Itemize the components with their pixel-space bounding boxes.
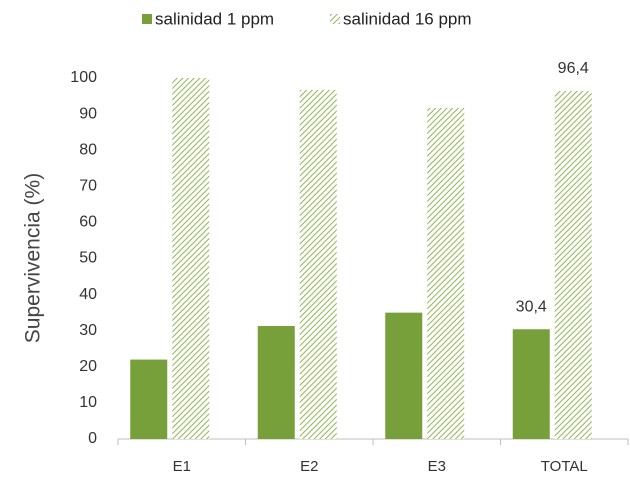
legend-swatch — [142, 14, 152, 24]
bar — [299, 89, 337, 440]
y-tick-label: 40 — [79, 286, 97, 303]
bar — [554, 90, 592, 439]
y-tick-label: 100 — [70, 69, 97, 86]
legend-label: salinidad 1 ppm — [155, 9, 274, 28]
bar — [512, 329, 550, 439]
y-tick-label: 50 — [79, 250, 97, 267]
y-tick-label: 70 — [79, 178, 97, 195]
y-tick-label: 80 — [79, 141, 97, 158]
y-tick-label: 30 — [79, 322, 97, 339]
bar — [130, 359, 168, 439]
y-tick-label: 0 — [88, 430, 97, 447]
x-tick-label: E2 — [300, 458, 318, 475]
y-tick-label: 10 — [79, 394, 97, 411]
data-label: 96,4 — [558, 60, 589, 77]
y-tick-label: 60 — [79, 214, 97, 231]
y-tick-label: 90 — [79, 105, 97, 122]
legend-label: salinidad 16 ppm — [343, 9, 472, 28]
bar — [427, 107, 465, 439]
y-axis-label: Supervivencia (%) — [22, 173, 45, 343]
bar — [257, 326, 295, 439]
x-tick-label: E3 — [428, 458, 446, 475]
y-tick-label: 20 — [79, 358, 97, 375]
x-tick-label: E1 — [173, 458, 191, 475]
bar — [172, 78, 210, 439]
legend-swatch — [330, 14, 340, 24]
x-tick-label: TOTAL — [541, 458, 588, 475]
bar — [385, 312, 423, 439]
data-label: 30,4 — [516, 298, 547, 315]
